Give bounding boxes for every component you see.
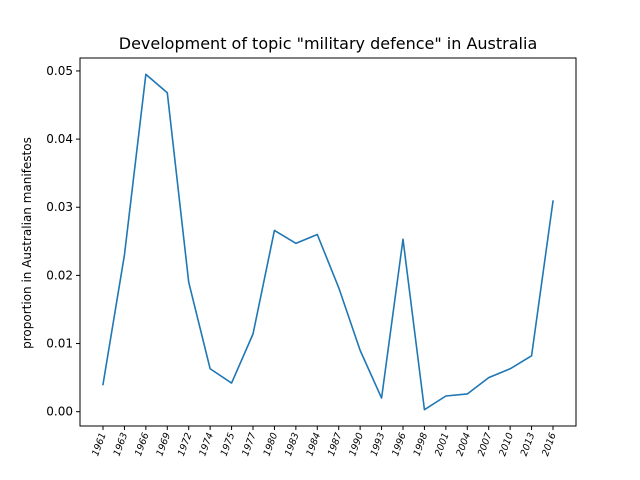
y-tick-label: 0.05: [46, 64, 73, 78]
x-tick-label: 2001: [433, 431, 452, 457]
y-axis: 0.00 0.01 0.02 0.03 0.04 0.05: [46, 64, 80, 419]
y-axis-label: proportion in Australian manifestos: [20, 137, 34, 349]
series-group: [102, 73, 554, 411]
x-tick-label: 1977: [240, 431, 259, 457]
y-tick-label: 0.03: [46, 200, 73, 214]
x-tick-label: 2016: [540, 431, 559, 457]
x-tick-label: 1972: [176, 431, 195, 457]
x-tick-label: 2007: [476, 431, 495, 457]
x-tick-label: 1987: [326, 431, 345, 457]
y-tick-label: 0.01: [46, 337, 73, 351]
x-tick-label: 2013: [519, 431, 538, 457]
x-tick-label: 2010: [497, 431, 516, 457]
x-tick-label: 1980: [262, 431, 281, 457]
axes-frame: [79, 57, 577, 427]
y-tick-label: 0.02: [46, 268, 73, 282]
x-tick-label: 1996: [390, 431, 409, 457]
x-tick-label: 1998: [412, 431, 431, 457]
x-tick-label: 1975: [219, 431, 238, 457]
x-tick-label: 1984: [304, 431, 323, 457]
x-tick-label: 1983: [283, 431, 302, 457]
x-tick-label: 1993: [369, 431, 388, 457]
x-tick-label: 1990: [347, 431, 366, 457]
x-tick-label: 1966: [133, 431, 152, 457]
x-tick-label: 1963: [112, 431, 131, 457]
x-tick-label: 1961: [90, 431, 109, 457]
x-tick-label: 1969: [154, 431, 173, 457]
x-tick-label: 2004: [454, 431, 473, 457]
x-tick-label: 1974: [197, 431, 216, 457]
series-line-0: [102, 73, 554, 411]
chart-title: Development of topic "military defence" …: [119, 34, 538, 53]
y-tick-label: 0.04: [46, 132, 73, 146]
y-tick-label: 0.00: [46, 405, 73, 419]
x-axis: 1961 1963 1966 1969 1972 1974 1975 1977 1980 1983…: [90, 426, 559, 458]
